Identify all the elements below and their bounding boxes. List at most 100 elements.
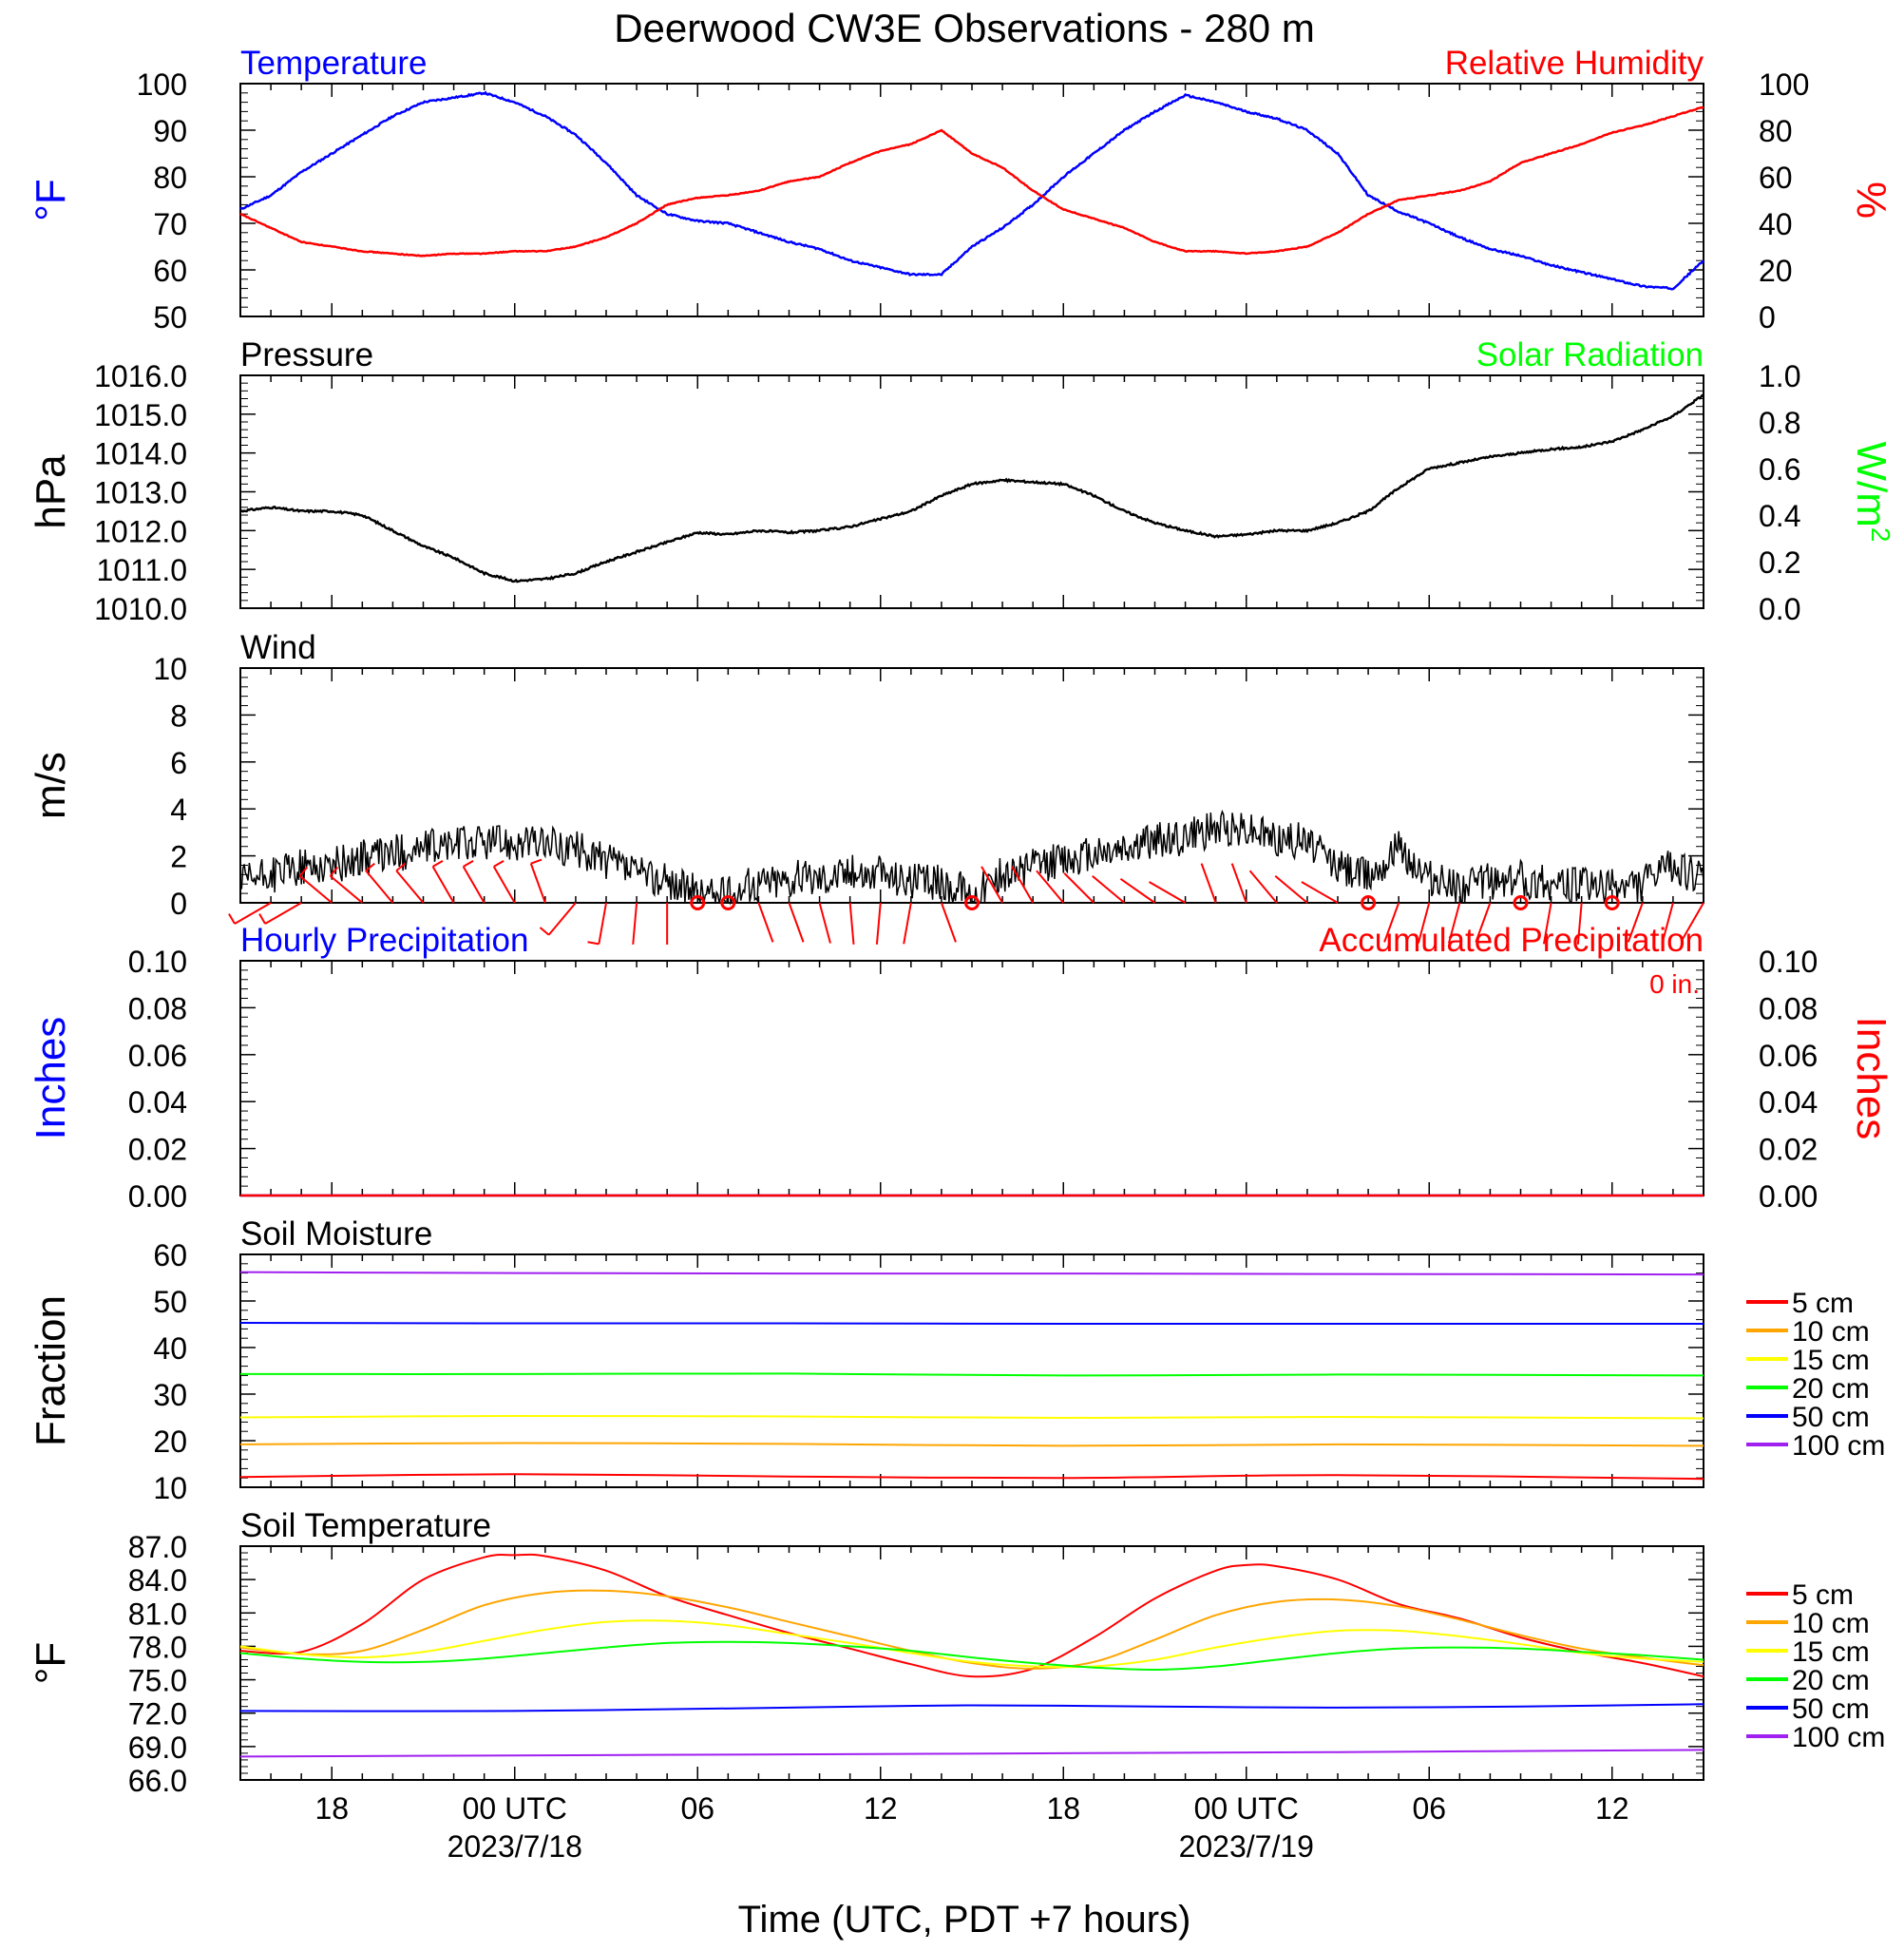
wind-barb bbox=[492, 866, 516, 904]
wind-barb bbox=[1417, 902, 1431, 944]
y-tick-label-left: 66.0 bbox=[128, 1764, 187, 1798]
panel-temp_rh: 50 60 70 80 90 100 0 20 40 60 80 100 Temperature Rela… bbox=[28, 45, 1894, 335]
panel-wind: 0 2 4 6 8 10 Wind m/s bbox=[28, 629, 1704, 946]
y-tick-label-left: 10 bbox=[153, 1471, 187, 1505]
x-tick-label: 18 bbox=[314, 1791, 349, 1826]
y-tick-label-left: 1015.0 bbox=[94, 398, 187, 432]
y-tick-label-left: 30 bbox=[153, 1378, 187, 1412]
wind-barb bbox=[462, 866, 486, 904]
y-tick-label-left: 60 bbox=[153, 254, 187, 288]
y-tick-label-right: 1.0 bbox=[1759, 359, 1800, 393]
wind-barb-flag bbox=[329, 866, 339, 877]
y-tick-label-left: 90 bbox=[153, 114, 187, 148]
wind-barb bbox=[1475, 902, 1492, 943]
y-tick-label-right: 0 bbox=[1759, 300, 1776, 335]
wind-barb bbox=[529, 863, 546, 904]
x-tick-date-label: 2023/7/19 bbox=[1179, 1829, 1314, 1864]
legend-label: 100 cm bbox=[1792, 1430, 1885, 1462]
series-line-relative-humidity bbox=[239, 105, 1704, 258]
y-tick-label-left: 78.0 bbox=[128, 1630, 187, 1664]
legend-label: 15 cm bbox=[1792, 1345, 1870, 1376]
wind-barb-flag bbox=[432, 860, 444, 868]
y-tick-label-right: 60 bbox=[1759, 161, 1793, 195]
y-tick-label-left: 1012.0 bbox=[94, 514, 187, 548]
x-tick-label: 06 bbox=[680, 1791, 714, 1826]
wind-barb bbox=[1661, 902, 1674, 944]
wind-barb bbox=[298, 874, 333, 904]
panel-pressure: 1010.0 1011.0 1012.0 1013.0 1014.0 1015.0 1016… bbox=[28, 336, 1896, 626]
x-tick-label: 12 bbox=[1595, 1791, 1629, 1826]
x-tick-label: 00 UTC bbox=[1194, 1791, 1299, 1826]
wind-barb bbox=[1627, 902, 1644, 943]
legend-label: 15 cm bbox=[1792, 1636, 1870, 1668]
series-line-pressure bbox=[239, 393, 1704, 583]
wind-barb bbox=[1230, 863, 1247, 904]
y-tick-label-left: 50 bbox=[153, 1285, 187, 1319]
y-tick-label-left: 10 bbox=[153, 652, 187, 686]
y-tick-label-left: 0.08 bbox=[128, 991, 187, 1025]
wind-barb bbox=[431, 866, 455, 904]
wind-barb bbox=[234, 902, 272, 925]
wind-barb bbox=[547, 902, 577, 936]
wind-barb bbox=[1119, 877, 1156, 904]
y-tick-label-left: 75.0 bbox=[128, 1664, 187, 1698]
y-tick-label-left: 0.02 bbox=[128, 1133, 187, 1167]
wind-barb bbox=[1148, 881, 1187, 904]
y-tick-label-right: 0.06 bbox=[1759, 1039, 1818, 1073]
y-tick-label-right: 0.4 bbox=[1759, 499, 1800, 533]
wind-barb-flag bbox=[395, 862, 407, 872]
y-tick-label-left: 81.0 bbox=[128, 1597, 187, 1631]
y-axis-label-left: m/s bbox=[28, 752, 74, 819]
y-tick-label-left: 100 bbox=[137, 67, 187, 102]
series-line-50-cm bbox=[239, 1703, 1704, 1712]
wind-barb bbox=[788, 902, 805, 943]
y-tick-label-right: 0.08 bbox=[1759, 991, 1818, 1025]
series-line-5-cm bbox=[239, 1473, 1704, 1481]
panel-title-left: Soil Temperature bbox=[240, 1507, 491, 1544]
wind-barb bbox=[1576, 902, 1583, 945]
y-tick-label-left: 0 bbox=[170, 887, 187, 921]
y-tick-label-left: 4 bbox=[170, 793, 187, 827]
wind-barb bbox=[395, 870, 425, 904]
wind-calm-circle bbox=[1513, 895, 1529, 910]
legend-label: 10 cm bbox=[1792, 1608, 1870, 1639]
y-tick-label-left: 50 bbox=[153, 300, 187, 335]
y-tick-label-left: 70 bbox=[153, 207, 187, 241]
panel-frame bbox=[239, 83, 1704, 317]
wind-barb-flag bbox=[258, 913, 266, 925]
panel-title-right: Relative Humidity bbox=[1445, 45, 1704, 82]
precip-total-annotation: 0 in. bbox=[1649, 969, 1700, 999]
panel-soil_moisture: 10 20 30 40 50 60 Soil Moisture Fraction 5 cm10 … bbox=[28, 1215, 1885, 1505]
wind-barb bbox=[365, 870, 394, 904]
series-line-10-cm bbox=[239, 1442, 1704, 1447]
panel-precip: 0.00 0.02 0.04 0.06 0.08 0.10 0.00 0.02 0.04 0.06… bbox=[28, 922, 1894, 1214]
wind-barb bbox=[1200, 863, 1217, 904]
wind-barb bbox=[1682, 902, 1704, 940]
series-line-50-cm bbox=[239, 1322, 1704, 1326]
series-line-20-cm bbox=[239, 1640, 1704, 1672]
panel-title-right: Accumulated Precipitation bbox=[1319, 922, 1704, 959]
y-axis-label-left: Fraction bbox=[28, 1295, 74, 1446]
wind-barb bbox=[818, 902, 831, 944]
y-tick-label-left: 40 bbox=[153, 1331, 187, 1366]
wind-barb bbox=[1447, 902, 1461, 944]
y-tick-label-right: 0.10 bbox=[1759, 945, 1818, 979]
wind-barb bbox=[848, 902, 855, 945]
legend-label: 20 cm bbox=[1792, 1373, 1870, 1405]
panel-title-left: Pressure bbox=[240, 336, 373, 373]
y-tick-label-right: 0.8 bbox=[1759, 406, 1800, 440]
panel-title-left: Hourly Precipitation bbox=[240, 922, 528, 959]
wind-barb-flag bbox=[298, 866, 309, 877]
y-tick-label-left: 1010.0 bbox=[94, 592, 187, 626]
panel-frame bbox=[239, 960, 1704, 1196]
legend-label: 10 cm bbox=[1792, 1316, 1870, 1348]
legend-label: 20 cm bbox=[1792, 1665, 1870, 1696]
y-axis-label-left: °F bbox=[28, 1642, 74, 1684]
y-tick-label-left: 87.0 bbox=[128, 1530, 187, 1564]
y-tick-label-left: 0.00 bbox=[128, 1179, 187, 1214]
panel-frame bbox=[239, 667, 1704, 904]
y-axis-label-right: W/m2 bbox=[1848, 442, 1896, 543]
y-tick-label-left: 1016.0 bbox=[94, 359, 187, 393]
y-tick-label-left: 84.0 bbox=[128, 1563, 187, 1597]
y-axis-label-left: hPa bbox=[28, 454, 74, 529]
